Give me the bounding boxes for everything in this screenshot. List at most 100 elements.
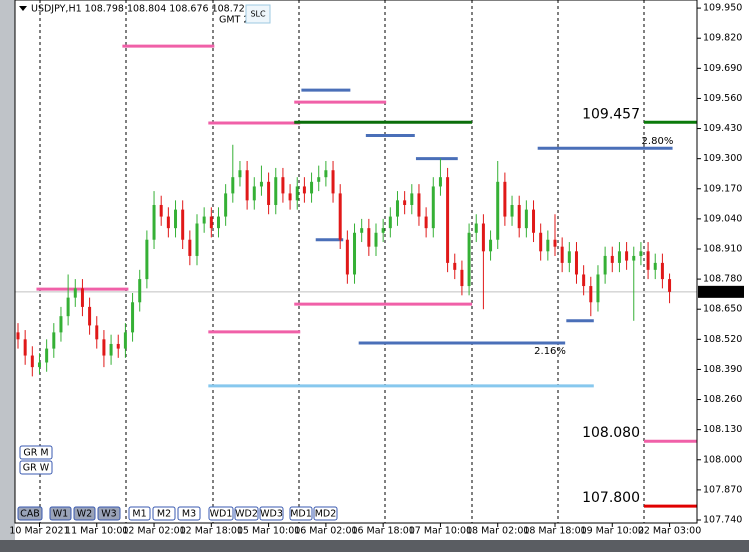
candle-body: [274, 177, 278, 205]
y-tick-label: 109.950: [703, 3, 742, 14]
button-bg[interactable]: [97, 506, 121, 521]
candle-body: [381, 228, 385, 233]
button-label[interactable]: WD1: [210, 509, 233, 520]
button-bg[interactable]: [19, 445, 53, 460]
candle-body: [496, 181, 500, 240]
button[interactable]: MD1: [289, 506, 313, 521]
candle-body: [159, 204, 163, 217]
button[interactable]: M3: [177, 506, 201, 521]
candle-body: [417, 193, 421, 217]
chart-area: [15, 0, 749, 540]
x-tick-label: 16 Mar 18:00: [351, 526, 414, 537]
button[interactable]: WD2: [234, 506, 259, 521]
right-level-label: 108.080: [582, 425, 640, 441]
button-label[interactable]: WD3: [260, 509, 283, 520]
candle-body: [281, 177, 285, 194]
button[interactable]: M1: [128, 506, 151, 521]
button-label[interactable]: W1: [53, 509, 68, 520]
candle-body: [310, 181, 314, 194]
candle-body: [360, 228, 364, 233]
y-tick-label: 109.430: [703, 123, 742, 134]
button-label[interactable]: M2: [157, 509, 171, 520]
button-bg[interactable]: [73, 506, 96, 521]
current-price-box: [698, 285, 744, 298]
button-label[interactable]: MD1: [290, 509, 312, 520]
button-bg[interactable]: [17, 506, 43, 521]
slc-box[interactable]: [245, 4, 271, 24]
candle-body: [52, 332, 56, 349]
button-bg[interactable]: [152, 506, 176, 521]
candle-body: [181, 209, 185, 240]
candle-body: [353, 232, 357, 275]
button-bg[interactable]: [313, 506, 338, 521]
candle-body: [80, 288, 84, 307]
candle-body: [625, 251, 629, 261]
button-bg[interactable]: [259, 506, 284, 521]
button-label[interactable]: CAB: [20, 509, 40, 520]
candle-body: [539, 232, 543, 252]
candle-body: [145, 239, 149, 280]
candle-body: [202, 216, 206, 224]
button[interactable]: W2: [73, 506, 96, 521]
candle-body: [446, 177, 450, 263]
y-tick-label: 108.910: [703, 243, 742, 254]
button-label[interactable]: WD2: [235, 509, 258, 520]
candle-body: [503, 181, 507, 217]
button-bg[interactable]: [19, 460, 53, 475]
candle-body: [152, 204, 156, 240]
button[interactable]: M2: [152, 506, 176, 521]
button-bg[interactable]: [49, 506, 72, 521]
button-bg[interactable]: [289, 506, 313, 521]
y-tick-label: 107.870: [703, 484, 742, 495]
candle-body: [267, 181, 271, 205]
candle-body: [252, 186, 256, 201]
button[interactable]: W1: [49, 506, 72, 521]
button-bg[interactable]: [177, 506, 201, 521]
candle-body: [646, 251, 650, 270]
candle-body: [489, 239, 493, 252]
candle-body: [131, 302, 135, 333]
level-label: 2.16%: [534, 346, 566, 357]
x-tick-label: 12 Mar 02:00: [122, 526, 185, 537]
y-tick-label: 109.690: [703, 63, 742, 74]
button[interactable]: GR W: [19, 460, 53, 475]
button-label[interactable]: W2: [77, 509, 92, 520]
button[interactable]: W3: [97, 506, 121, 521]
button-bg[interactable]: [208, 506, 234, 521]
candle-body: [532, 209, 536, 233]
button[interactable]: WD1: [208, 506, 234, 521]
candle-body: [517, 204, 521, 229]
candle-body: [95, 325, 99, 340]
plot-border: [14, 0, 698, 524]
candle-body: [317, 177, 321, 182]
y-tick-label: 108.260: [703, 394, 742, 405]
candle-body: [224, 193, 228, 217]
button[interactable]: WD3: [259, 506, 284, 521]
button-label[interactable]: GR W: [23, 463, 50, 474]
button[interactable]: CAB: [17, 506, 43, 521]
marks: [15, 44, 697, 508]
button[interactable]: MD2: [313, 506, 338, 521]
candle-body: [524, 209, 528, 229]
slc-label[interactable]: SLC: [250, 10, 266, 19]
candle-body: [102, 339, 106, 356]
candle-body: [30, 355, 34, 368]
button-label[interactable]: M1: [132, 509, 146, 520]
button-label[interactable]: W3: [101, 509, 116, 520]
candle-body: [45, 348, 49, 363]
menu-triangle[interactable]: [19, 6, 27, 11]
candle-body: [388, 216, 392, 229]
y-tick-label: 108.130: [703, 424, 742, 435]
button-label[interactable]: GR M: [23, 448, 48, 459]
candle-body: [639, 251, 643, 256]
button[interactable]: GR M: [19, 445, 53, 460]
candle-body: [395, 200, 399, 217]
candle-body: [195, 223, 199, 256]
candle-body: [138, 279, 142, 303]
y-tick-label: 108.000: [703, 454, 742, 465]
button-bg[interactable]: [234, 506, 259, 521]
button-label[interactable]: MD2: [315, 509, 337, 520]
candle-body: [88, 306, 92, 326]
button-bg[interactable]: [128, 506, 151, 521]
button-label[interactable]: M3: [182, 509, 196, 520]
